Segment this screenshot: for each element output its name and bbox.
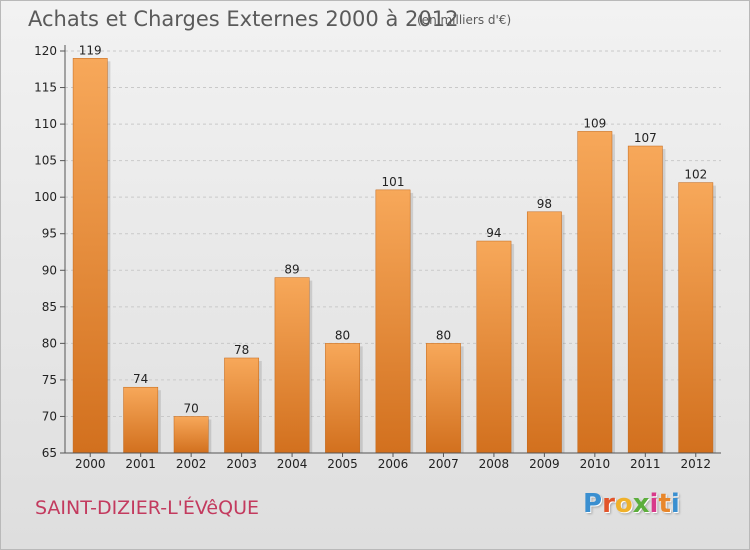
x-tick-label: 2002	[176, 457, 207, 471]
axis-layer: 65 70 75 80 85 90 95 100 105 110 115 120 2000 2001 200…	[34, 44, 721, 471]
bar-value-label: 109	[583, 116, 606, 130]
logo-letter: i	[670, 489, 680, 519]
y-tick-label: 75	[42, 373, 57, 387]
x-tick-label: 2005	[327, 457, 358, 471]
y-tick-label: 85	[42, 300, 57, 314]
bar	[476, 240, 512, 454]
y-tick-label: 65	[42, 446, 57, 460]
y-tick-label: 105	[34, 154, 57, 168]
bar	[526, 211, 562, 454]
bar-value-label: 80	[436, 328, 451, 342]
bar	[173, 416, 209, 454]
x-tick-label: 2012	[680, 457, 711, 471]
logo-letter: P	[583, 489, 603, 519]
chart-subtitle: (en milliers d'€)	[417, 13, 512, 27]
city-name: SAINT-DIZIER-L'ÉVêQUE	[35, 497, 259, 519]
bar	[426, 343, 461, 454]
bar	[678, 182, 714, 454]
bar	[577, 131, 613, 454]
proxiti-logo: Proxiti	[583, 489, 680, 519]
bar	[627, 145, 663, 454]
y-tick-label: 95	[42, 227, 57, 241]
bar-value-label: 102	[684, 168, 707, 182]
logo-letter: r	[602, 489, 615, 519]
y-tick-label: 110	[34, 117, 57, 131]
bar-value-label: 101	[382, 175, 405, 189]
bar-value-label: 107	[634, 131, 657, 145]
x-tick-label: 2004	[277, 457, 308, 471]
bar	[72, 58, 108, 454]
x-tick-label: 2001	[125, 457, 156, 471]
bar-value-label: 94	[486, 226, 501, 240]
logo-letter: t	[658, 489, 671, 519]
bar-value-label: 78	[234, 343, 249, 357]
logo-letter: i	[649, 489, 659, 519]
bar-value-label: 80	[335, 328, 350, 342]
bar	[375, 189, 411, 454]
y-tick-label: 80	[42, 336, 57, 350]
bar	[123, 386, 159, 454]
bar	[224, 357, 260, 454]
y-tick-label: 100	[34, 190, 57, 204]
logo-letter: x	[632, 489, 650, 519]
y-tick-label: 120	[34, 44, 57, 58]
x-tick-label: 2006	[378, 457, 409, 471]
bar-value-label: 70	[184, 401, 199, 415]
bar	[274, 277, 310, 454]
bar-value-label: 98	[537, 197, 552, 211]
x-tick-label: 2011	[630, 457, 661, 471]
bar-layer	[72, 58, 716, 454]
x-tick-label: 2010	[580, 457, 611, 471]
logo-letter: o	[614, 489, 633, 519]
x-tick-label: 2003	[226, 457, 257, 471]
x-tick-label: 2000	[75, 457, 106, 471]
y-tick-label: 115	[34, 81, 57, 95]
bar-value-label: 119	[79, 43, 102, 57]
x-tick-label: 2007	[428, 457, 459, 471]
bar-value-label: 89	[284, 263, 299, 277]
y-tick-label: 70	[42, 409, 57, 423]
chart-title: Achats et Charges Externes 2000 à 2012	[28, 7, 459, 31]
bar	[325, 343, 360, 454]
label-layer: 119 74 70 78 89 80 101 80 94 98 109 107 102	[79, 43, 707, 415]
x-tick-label: 2008	[479, 457, 510, 471]
bar-value-label: 74	[133, 372, 148, 386]
x-tick-label: 2009	[529, 457, 560, 471]
y-tick-label: 90	[42, 263, 57, 277]
